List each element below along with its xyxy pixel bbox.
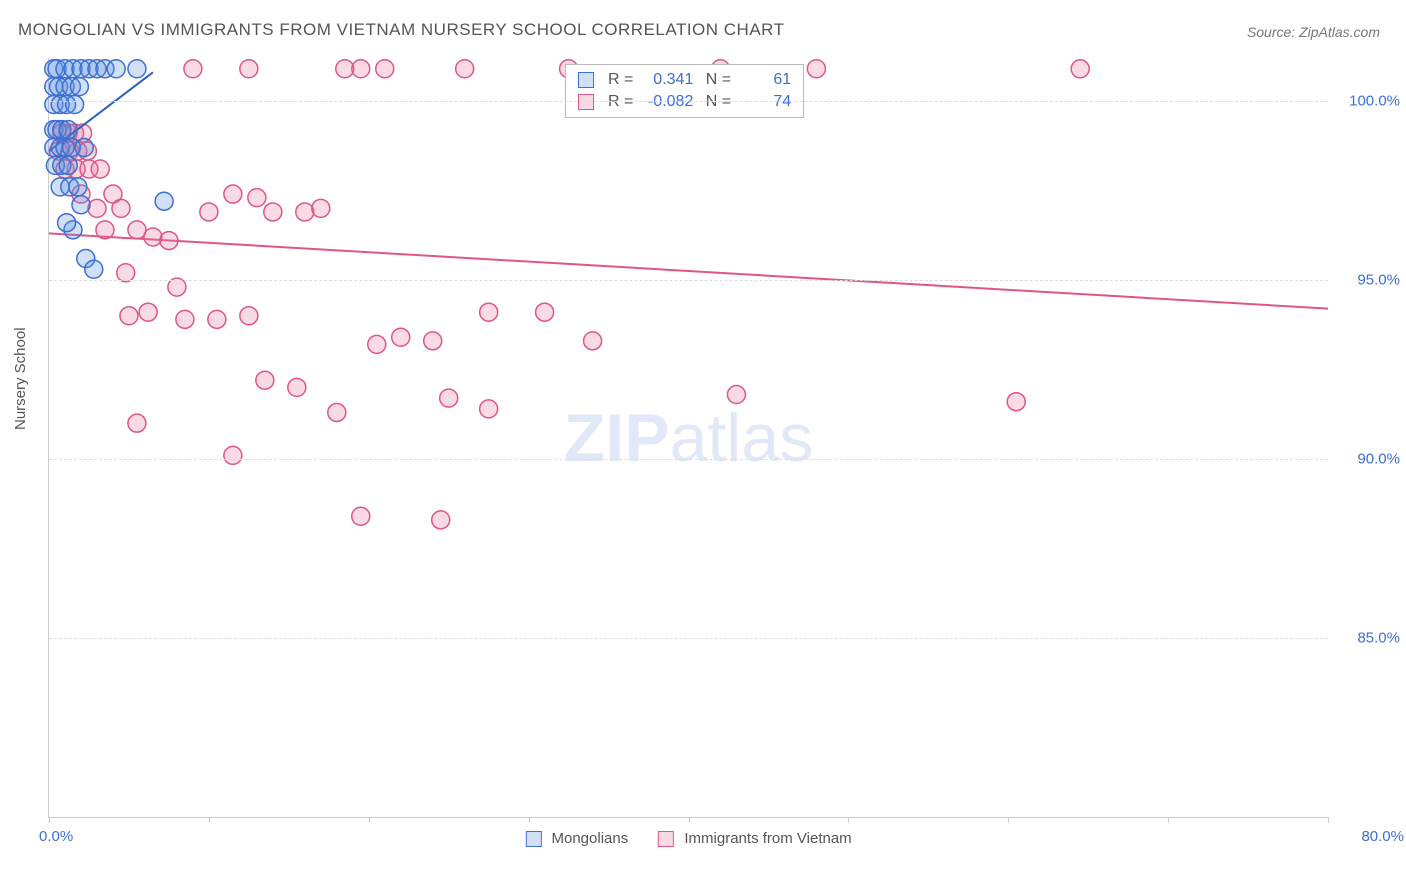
- legend-swatch-1: [525, 831, 541, 847]
- stats-n-value-2: 74: [739, 93, 791, 111]
- correlation-stats-box: R = 0.341 N = 61 R = -0.082 N = 74: [565, 64, 804, 118]
- stats-swatch-1: [578, 72, 594, 88]
- legend-swatch-2: [658, 831, 674, 847]
- y-tick-label: 85.0%: [1357, 629, 1400, 646]
- bottom-legend: Mongolians Immigrants from Vietnam: [525, 830, 851, 847]
- scatter-plot-svg: [49, 58, 1328, 817]
- x-axis-max-label: 80.0%: [1361, 828, 1404, 845]
- x-axis-min-label: 0.0%: [39, 828, 73, 845]
- stats-n-label: N =: [701, 71, 731, 89]
- stats-r-label: R =: [608, 93, 633, 111]
- stats-n-label: N =: [701, 93, 731, 111]
- stats-n-value-1: 61: [739, 71, 791, 89]
- stats-swatch-2: [578, 94, 594, 110]
- legend-item-1: Mongolians: [525, 830, 628, 847]
- legend-label-1: Mongolians: [552, 830, 629, 847]
- stats-r-value-1: 0.341: [641, 71, 693, 89]
- stats-r-value-2: -0.082: [641, 93, 693, 111]
- legend-item-2: Immigrants from Vietnam: [658, 830, 851, 847]
- y-tick-label: 100.0%: [1349, 92, 1400, 109]
- stats-row-series1: R = 0.341 N = 61: [578, 69, 791, 91]
- source-attribution: Source: ZipAtlas.com: [1247, 24, 1380, 40]
- y-axis-label: Nursery School: [12, 327, 29, 430]
- chart-plot-area: ZIPatlas R = 0.341 N = 61 R = -0.082 N =…: [48, 58, 1328, 818]
- legend-label-2: Immigrants from Vietnam: [684, 830, 851, 847]
- stats-r-label: R =: [608, 71, 633, 89]
- chart-title: MONGOLIAN VS IMMIGRANTS FROM VIETNAM NUR…: [18, 20, 785, 40]
- stats-row-series2: R = -0.082 N = 74: [578, 91, 791, 113]
- y-tick-label: 90.0%: [1357, 450, 1400, 467]
- y-tick-label: 95.0%: [1357, 271, 1400, 288]
